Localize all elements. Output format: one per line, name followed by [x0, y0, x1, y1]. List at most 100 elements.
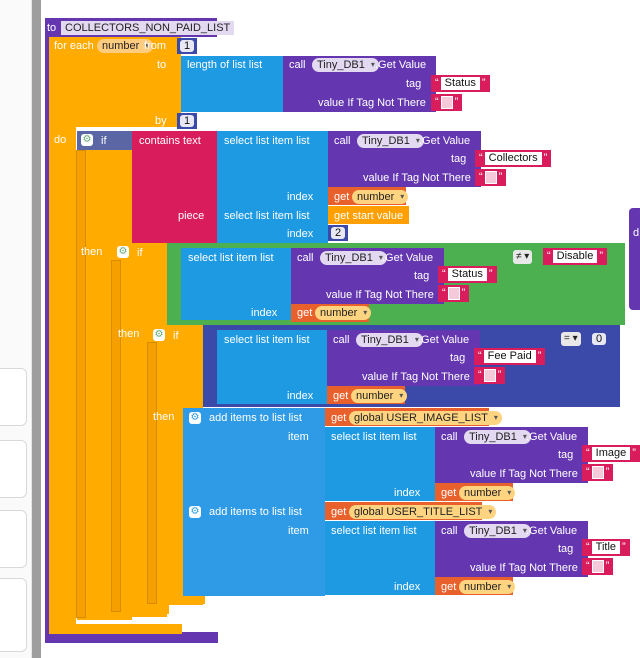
get-label: get: [297, 307, 313, 319]
tinydb-component-dropdown[interactable]: Tiny_DB1: [464, 524, 531, 538]
compare-operator-dropdown[interactable]: = ▾: [561, 332, 581, 346]
global-user-title-list-dropdown[interactable]: global USER_TITLE_LIST: [349, 505, 497, 519]
select-list-item-label: select list item list: [224, 135, 310, 147]
getvalue-label: .Get Value: [419, 135, 471, 147]
foreach-to-label: to: [157, 59, 167, 71]
mutator-gear-icon[interactable]: ⚙: [189, 412, 201, 424]
zero-number-block[interactable]: 0: [589, 331, 610, 347]
empty-text-block[interactable]: “”: [582, 464, 614, 481]
select-list-item-block-4[interactable]: [217, 330, 327, 404]
index-label: index: [394, 581, 421, 593]
empty-text-block[interactable]: “”: [438, 285, 470, 302]
mutator-gear-icon[interactable]: ⚙: [153, 329, 165, 341]
tinydb-component-dropdown[interactable]: Tiny_DB1: [464, 430, 531, 444]
tag-label: tag: [406, 78, 422, 90]
foreach-footer: [49, 624, 182, 634]
add-items-label: add items to list list: [209, 412, 302, 424]
select-list-item-block-6[interactable]: [325, 521, 435, 595]
tag-label: tag: [450, 352, 466, 364]
contains-text-block[interactable]: [132, 131, 217, 243]
number-variable-dropdown[interactable]: number: [459, 486, 516, 500]
tag-label: tag: [558, 543, 574, 555]
select-list-item-block-5[interactable]: [325, 427, 435, 501]
text-disable-block[interactable]: “Disable”: [543, 248, 608, 265]
offscreen-block[interactable]: [629, 208, 640, 310]
index-label: index: [287, 390, 314, 402]
get-label: get: [331, 412, 347, 424]
text-status-block[interactable]: “Status”: [431, 75, 490, 92]
workspace-splitter[interactable]: [32, 0, 41, 658]
blocks-workspace[interactable]: to COLLECTORS_NON_PAID_LIST for each num…: [41, 0, 640, 658]
foreach-variable[interactable]: number: [97, 39, 154, 53]
foreach-from-label: from: [144, 40, 166, 52]
index-label: index: [394, 487, 421, 499]
empty-text-block[interactable]: “”: [475, 169, 507, 186]
getvalue-label: .Get Value: [526, 431, 578, 443]
empty-text-block[interactable]: “”: [582, 558, 614, 575]
mutator-gear-icon[interactable]: ⚙: [189, 506, 201, 518]
value-if-tag-not-there-label: value If Tag Not There: [470, 468, 578, 480]
add-items-to-list-block-2[interactable]: [183, 502, 325, 596]
text-collectors-block[interactable]: “Collectors”: [475, 150, 552, 167]
text-status-block-2[interactable]: “Status”: [438, 266, 497, 283]
index-label: index: [287, 228, 314, 240]
procedure-footer: [45, 632, 218, 643]
get-label: get: [331, 506, 347, 518]
if-outer-arm: [76, 150, 86, 618]
getvalue-label: .Get Value: [418, 334, 470, 346]
getvalue-label: .Get Value: [526, 525, 578, 537]
item-label: item: [288, 431, 309, 443]
text-image-block[interactable]: “Image”: [582, 445, 640, 462]
empty-text-block[interactable]: “”: [474, 367, 506, 384]
text-title-block[interactable]: “Title”: [582, 539, 630, 556]
value-if-tag-not-there-label: value If Tag Not There: [318, 97, 426, 109]
value-if-tag-not-there-label: value If Tag Not There: [470, 562, 578, 574]
index-label: index: [287, 191, 314, 203]
empty-text-block[interactable]: “”: [431, 94, 463, 111]
palette-card[interactable]: [0, 368, 27, 426]
value-if-tag-not-there-label: value If Tag Not There: [362, 371, 470, 383]
item-label: item: [288, 525, 309, 537]
compare-operator-dropdown[interactable]: ≠ ▾: [513, 250, 533, 264]
select-list-item-block-2[interactable]: [217, 206, 328, 243]
foreach-do-arm: [49, 127, 76, 625]
if-label: if: [173, 330, 179, 342]
select-list-item-block-3[interactable]: [181, 248, 291, 320]
contains-text-label: contains text: [139, 135, 201, 147]
tinydb-component-dropdown[interactable]: Tiny_DB1: [357, 134, 424, 148]
get-start-value-block[interactable]: [328, 206, 409, 224]
by-number-block[interactable]: 1: [177, 113, 198, 129]
call-label: call: [297, 252, 314, 264]
number-variable-dropdown[interactable]: number: [315, 306, 372, 320]
if-label: if: [101, 135, 107, 147]
number-variable-dropdown[interactable]: number: [459, 580, 516, 594]
then-label-3: then: [153, 411, 175, 423]
tinydb-component-dropdown[interactable]: Tiny_DB1: [320, 251, 387, 265]
tinydb-component-dropdown[interactable]: Tiny_DB1: [312, 58, 379, 72]
procedure-name-field[interactable]: COLLECTORS_NON_PAID_LIST: [61, 21, 235, 35]
mutator-gear-icon[interactable]: ⚙: [117, 246, 129, 258]
tag-label: tag: [558, 449, 574, 461]
palette-card[interactable]: [0, 510, 27, 568]
call-label: call: [441, 525, 458, 537]
index-number-block[interactable]: 2: [328, 225, 349, 241]
foreach-do-label: do: [54, 134, 67, 146]
palette-card[interactable]: [0, 578, 27, 652]
get-start-value-label: get start value: [334, 210, 404, 222]
tinydb-component-dropdown[interactable]: Tiny_DB1: [356, 333, 423, 347]
global-user-image-list-dropdown[interactable]: global USER_IMAGE_LIST: [349, 411, 502, 425]
text-fee-paid-block[interactable]: “Fee Paid”: [474, 348, 546, 365]
palette-card[interactable]: [0, 440, 27, 498]
number-variable-dropdown[interactable]: number: [351, 389, 408, 403]
add-items-to-list-block-1[interactable]: [183, 408, 325, 502]
mutator-gear-icon[interactable]: ⚙: [81, 134, 93, 146]
select-list-item-label: select list item list: [331, 525, 417, 537]
getvalue-label: .Get Value: [375, 59, 427, 71]
length-of-list-block[interactable]: [181, 56, 283, 112]
index-label: index: [251, 307, 278, 319]
if-label: if: [137, 247, 143, 259]
from-number-block[interactable]: 1: [177, 38, 198, 54]
tag-label: tag: [414, 270, 430, 282]
number-variable-dropdown[interactable]: number: [352, 190, 409, 204]
select-list-item-label: select list item list: [188, 252, 274, 264]
